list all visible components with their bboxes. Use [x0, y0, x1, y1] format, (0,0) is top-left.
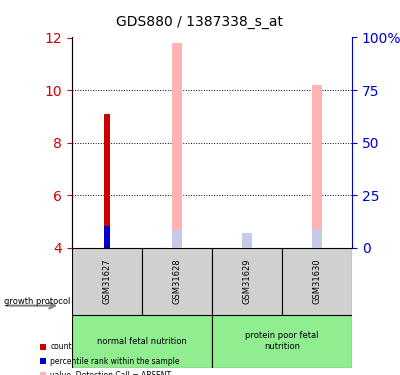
Text: GSM31630: GSM31630 [312, 259, 322, 304]
FancyBboxPatch shape [72, 315, 212, 368]
FancyBboxPatch shape [142, 248, 212, 315]
Bar [104, 226, 110, 248]
Text: count: count [50, 342, 72, 351]
Bar [104, 114, 110, 248]
Bar [172, 230, 182, 248]
Bar [172, 43, 182, 248]
Bar [312, 85, 322, 248]
FancyBboxPatch shape [212, 248, 282, 315]
FancyBboxPatch shape [282, 248, 352, 315]
Bar [312, 229, 322, 248]
Text: GSM31627: GSM31627 [102, 259, 112, 304]
Text: GSM31629: GSM31629 [242, 259, 252, 304]
Text: GSM31628: GSM31628 [172, 259, 182, 304]
Text: normal fetal nutrition: normal fetal nutrition [97, 337, 187, 346]
Text: value, Detection Call = ABSENT: value, Detection Call = ABSENT [50, 371, 172, 375]
Text: GDS880 / 1387338_s_at: GDS880 / 1387338_s_at [116, 15, 284, 29]
FancyBboxPatch shape [72, 248, 142, 315]
Text: percentile rank within the sample: percentile rank within the sample [50, 357, 180, 366]
Text: protein poor fetal
nutrition: protein poor fetal nutrition [245, 332, 319, 351]
Bar [242, 234, 252, 248]
Bar [242, 239, 252, 248]
Text: growth protocol: growth protocol [4, 297, 70, 306]
FancyBboxPatch shape [212, 315, 352, 368]
